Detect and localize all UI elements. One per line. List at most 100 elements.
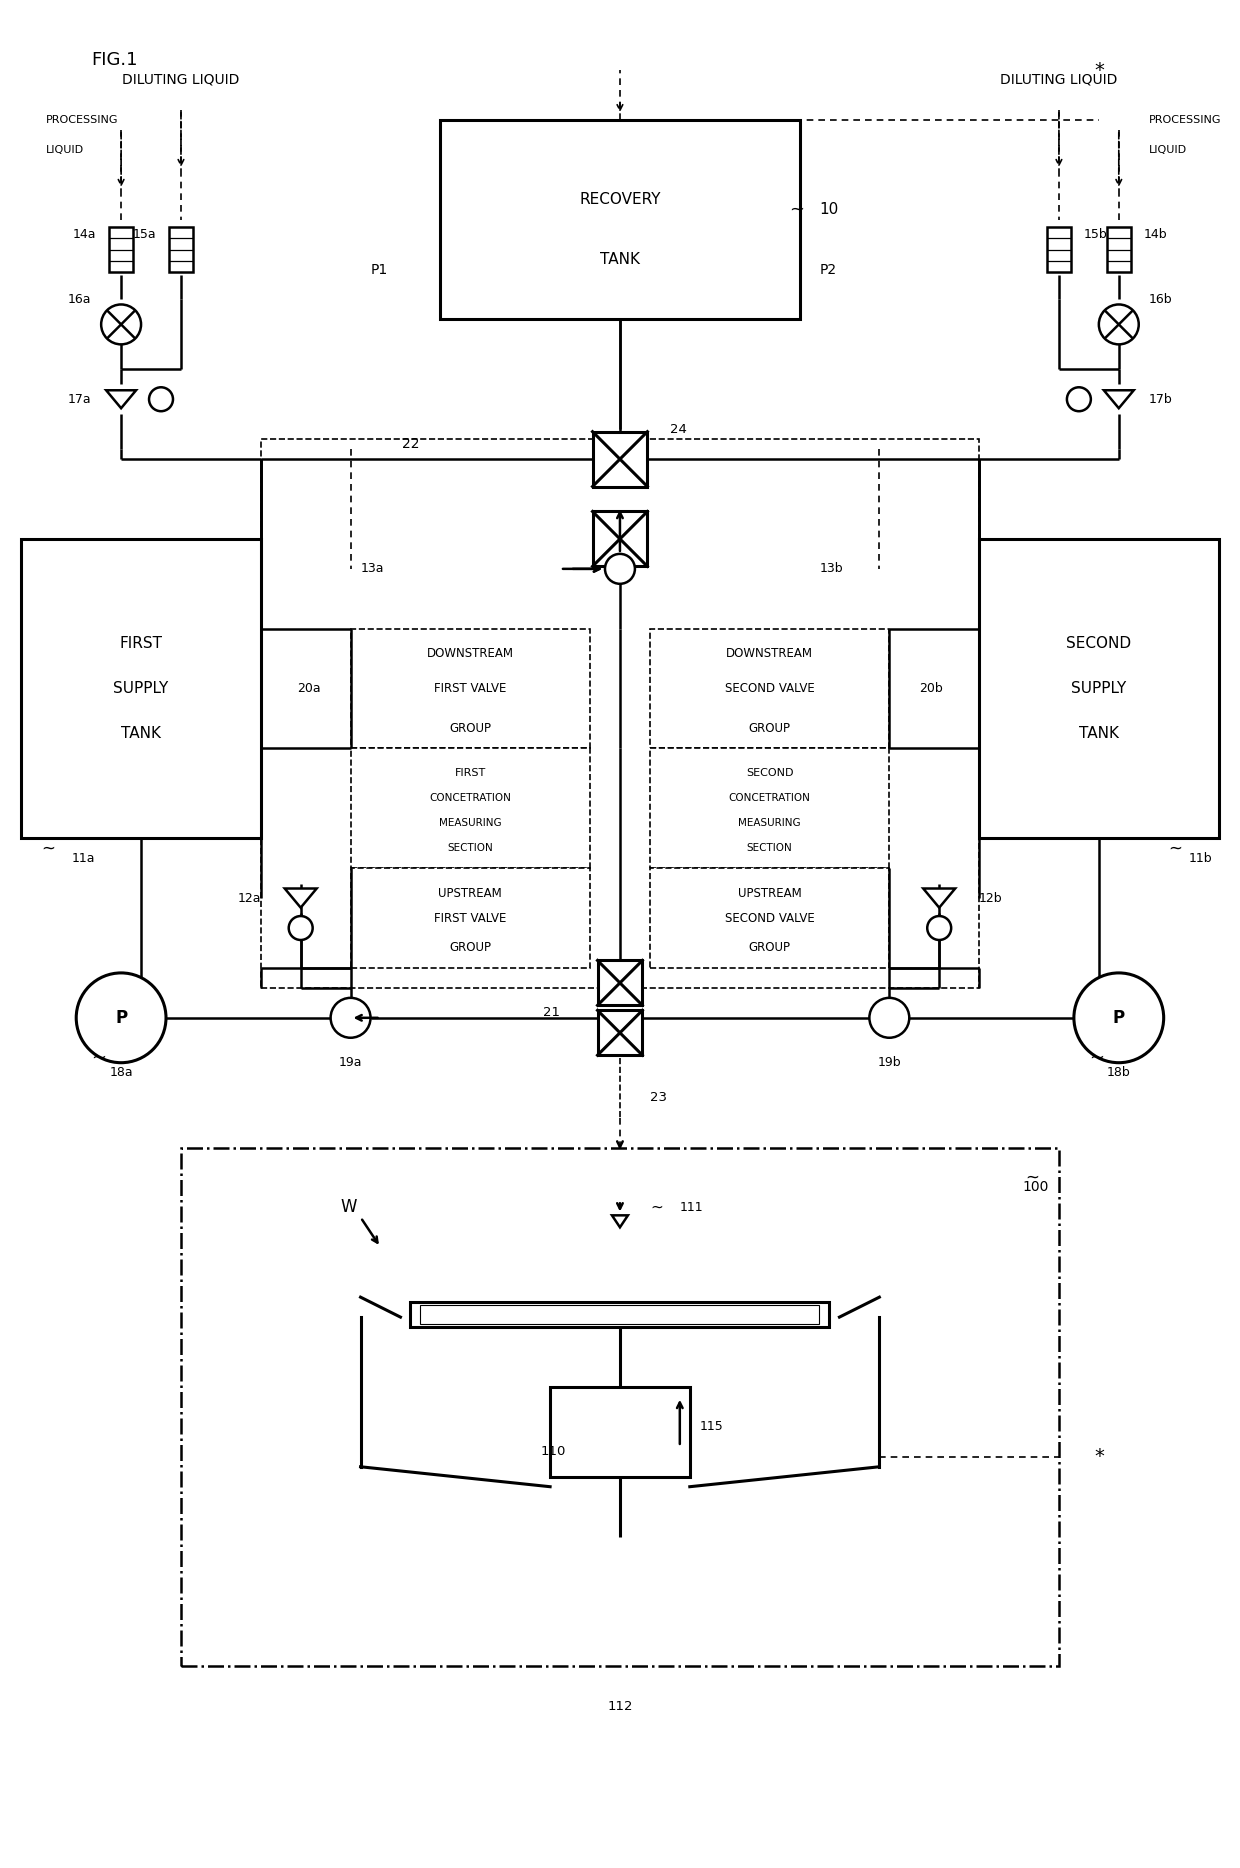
Bar [440, 120, 800, 319]
Text: GROUP: GROUP [449, 721, 491, 734]
Bar [1107, 228, 1131, 273]
Text: MEASURING: MEASURING [439, 818, 502, 828]
Bar [351, 749, 590, 869]
Text: LIQUID: LIQUID [46, 146, 84, 155]
Circle shape [149, 387, 174, 411]
Text: DILUTING LIQUID: DILUTING LIQUID [1001, 73, 1117, 88]
Text: PROCESSING: PROCESSING [46, 116, 119, 125]
Bar [650, 869, 889, 968]
Text: SECTION: SECTION [746, 842, 792, 854]
Text: SECOND: SECOND [1066, 637, 1131, 652]
Bar [980, 540, 1219, 839]
Bar [351, 630, 590, 749]
Text: 11b: 11b [1189, 852, 1213, 865]
Text: GROUP: GROUP [749, 721, 791, 734]
Bar [260, 439, 980, 988]
Text: ~: ~ [41, 839, 56, 857]
Circle shape [289, 915, 312, 940]
Text: *: * [1094, 1448, 1104, 1466]
Text: TANK: TANK [600, 252, 640, 267]
Text: SECOND VALVE: SECOND VALVE [724, 912, 815, 925]
Text: RECOVERY: RECOVERY [579, 192, 661, 207]
Text: 19b: 19b [878, 1055, 901, 1068]
Text: FIRST VALVE: FIRST VALVE [434, 682, 506, 695]
Text: 12b: 12b [980, 891, 1003, 904]
Text: 18a: 18a [109, 1067, 133, 1080]
Text: 15b: 15b [1084, 228, 1107, 241]
Text: 11a: 11a [71, 852, 94, 865]
Circle shape [1099, 304, 1138, 344]
Text: 112: 112 [608, 1700, 632, 1713]
Text: CONCETRATION: CONCETRATION [429, 794, 511, 803]
Bar [593, 512, 647, 566]
Text: 23: 23 [650, 1091, 667, 1104]
Bar [351, 869, 590, 968]
Polygon shape [107, 390, 136, 409]
Text: SECTION: SECTION [448, 842, 494, 854]
Text: SUPPLY: SUPPLY [1071, 682, 1126, 697]
Text: 20a: 20a [298, 682, 321, 695]
Text: ~: ~ [650, 1199, 662, 1214]
Bar [420, 1306, 820, 1324]
Circle shape [76, 973, 166, 1063]
Circle shape [1066, 387, 1091, 411]
Bar [598, 1011, 642, 1055]
Text: 10: 10 [820, 202, 838, 217]
Text: CONCETRATION: CONCETRATION [729, 794, 811, 803]
Text: ~: ~ [1168, 839, 1183, 857]
Text: PROCESSING: PROCESSING [1148, 116, 1221, 125]
Text: ~: ~ [1025, 1168, 1039, 1186]
Text: *: * [1094, 60, 1104, 80]
Bar [109, 228, 133, 273]
Text: FIRST VALVE: FIRST VALVE [434, 912, 506, 925]
Bar [598, 960, 642, 1005]
Bar [593, 432, 647, 486]
Bar [169, 228, 193, 273]
Bar [21, 540, 260, 839]
Text: TANK: TANK [1079, 727, 1118, 742]
Text: MEASURING: MEASURING [738, 818, 801, 828]
Text: FIG.1: FIG.1 [92, 50, 138, 69]
Bar [551, 1386, 689, 1478]
Text: P: P [115, 1009, 128, 1027]
Text: 13a: 13a [361, 562, 384, 575]
Text: UPSTREAM: UPSTREAM [738, 887, 801, 900]
Text: UPSTREAM: UPSTREAM [439, 887, 502, 900]
Text: 17b: 17b [1148, 392, 1173, 405]
Text: P2: P2 [820, 263, 837, 276]
Text: P1: P1 [371, 263, 388, 276]
Text: 13b: 13b [820, 562, 843, 575]
Circle shape [928, 915, 951, 940]
Text: 24: 24 [670, 422, 687, 435]
Text: 19a: 19a [339, 1055, 362, 1068]
Text: DOWNSTREAM: DOWNSTREAM [727, 646, 813, 659]
Circle shape [869, 998, 909, 1039]
Text: 12a: 12a [237, 891, 260, 904]
Text: DOWNSTREAM: DOWNSTREAM [427, 646, 513, 659]
Circle shape [605, 555, 635, 585]
Text: 115: 115 [699, 1420, 723, 1433]
Circle shape [1074, 973, 1163, 1063]
Text: 15a: 15a [133, 228, 156, 241]
Text: GROUP: GROUP [449, 941, 491, 955]
Text: 16b: 16b [1148, 293, 1172, 306]
Bar [1047, 228, 1071, 273]
Text: FIRST: FIRST [119, 637, 162, 652]
Polygon shape [1104, 390, 1133, 409]
Circle shape [331, 998, 371, 1039]
Text: 111: 111 [680, 1201, 703, 1214]
Text: 100: 100 [1023, 1181, 1049, 1194]
Text: ~: ~ [790, 200, 805, 219]
Bar [181, 1147, 1059, 1666]
Text: 110: 110 [541, 1446, 565, 1459]
Text: SECOND: SECOND [745, 768, 794, 779]
Text: SUPPLY: SUPPLY [113, 682, 169, 697]
Text: DILUTING LIQUID: DILUTING LIQUID [123, 73, 239, 88]
Text: W: W [341, 1199, 357, 1216]
Text: 20b: 20b [919, 682, 942, 695]
Text: 14a: 14a [73, 228, 97, 241]
Bar [650, 630, 889, 749]
Text: 22: 22 [402, 437, 419, 452]
Text: 21: 21 [543, 1007, 560, 1020]
Text: ~: ~ [92, 1048, 107, 1067]
